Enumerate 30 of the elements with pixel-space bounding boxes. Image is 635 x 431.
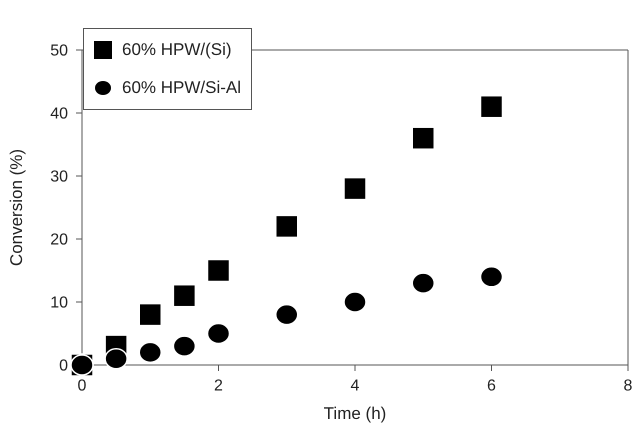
- y-tick-label: 0: [59, 358, 68, 375]
- y-axis-title: Conversion (%): [7, 148, 26, 266]
- x-tick-label: 4: [350, 377, 360, 394]
- point: [172, 335, 196, 357]
- point: [172, 284, 196, 308]
- point: [480, 94, 504, 118]
- point: [343, 176, 367, 200]
- x-tick-label: 8: [624, 377, 633, 394]
- x-axis-title: Time (h): [324, 404, 386, 423]
- point: [138, 342, 162, 364]
- y-tick-label: 10: [50, 294, 68, 312]
- y-tick-label: 40: [50, 106, 68, 123]
- point: [412, 126, 435, 150]
- y-tick-label: 50: [50, 42, 68, 60]
- point: [138, 302, 162, 326]
- x-tick-label: 0: [78, 377, 87, 394]
- point: [275, 214, 298, 238]
- point: [480, 266, 504, 288]
- legend-label: 60% HPW/(Si): [122, 40, 232, 60]
- point: [104, 348, 128, 370]
- point: [275, 304, 298, 326]
- y-tick-label: 30: [50, 168, 68, 186]
- point: [412, 272, 435, 294]
- x-tick-label: 2: [214, 377, 224, 394]
- point: [343, 291, 367, 313]
- y-tick-label: 20: [50, 232, 68, 249]
- point: [206, 322, 230, 344]
- x-tick-label: 6: [487, 377, 496, 394]
- legend-label: 60% HPW/Si-Al: [122, 78, 242, 98]
- point: [206, 258, 230, 282]
